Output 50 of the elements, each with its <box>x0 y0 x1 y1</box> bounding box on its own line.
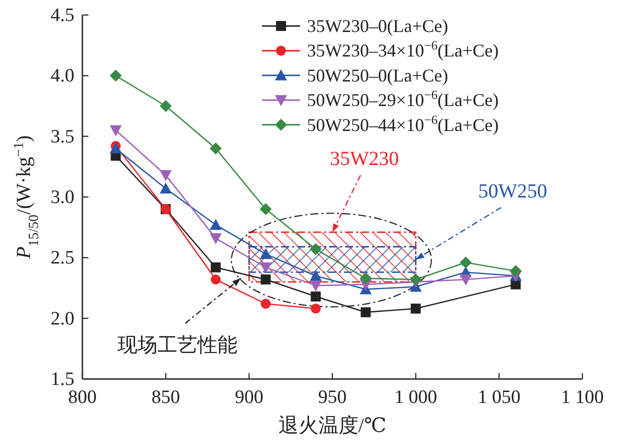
point <box>360 307 371 318</box>
x-tick-label: 1 000 <box>394 387 438 408</box>
point <box>460 256 472 269</box>
point <box>310 270 322 281</box>
y-tick-label: 4.0 <box>50 66 74 87</box>
x-tick-label: 900 <box>234 387 264 408</box>
point <box>210 218 222 230</box>
annotation: 现场工艺性能 <box>118 334 238 356</box>
point <box>510 265 522 278</box>
point <box>310 280 322 292</box>
point <box>160 170 172 182</box>
point <box>260 298 271 309</box>
point <box>210 233 222 244</box>
x-tick-label: 1 050 <box>478 387 520 408</box>
point <box>110 70 122 82</box>
point <box>310 243 322 256</box>
y-tick-label: 1.5 <box>50 369 74 390</box>
x-axis-title: 退火温度/℃ <box>278 415 386 437</box>
x-tick-label: 950 <box>318 387 347 408</box>
point <box>310 304 321 314</box>
y-tick-label: 2.5 <box>50 248 74 269</box>
legend-label: 50W250–29×10$^{−6}$(La+Ce) <box>307 88 499 110</box>
y-tick-label: 4.5 <box>50 5 74 26</box>
legend-label: 35W230–0(La+Ce) <box>307 16 448 36</box>
y-tick-label: 2.0 <box>50 308 74 330</box>
point <box>210 262 221 272</box>
x-tick-label: 850 <box>151 387 180 408</box>
point <box>460 274 472 286</box>
y-tick-label: 3.5 <box>50 126 74 148</box>
point <box>410 304 421 314</box>
y-tick-label: 3.0 <box>50 187 74 208</box>
point <box>260 248 272 260</box>
x-tick-label: 1 100 <box>561 387 604 408</box>
point <box>260 203 272 216</box>
point <box>260 262 272 274</box>
point <box>160 182 172 194</box>
point <box>110 125 122 136</box>
band-label: 35W230 <box>330 148 399 170</box>
legend-label: 35W230–34×10$^{−6}$(La+Ce) <box>307 38 499 61</box>
legend-label: 50W250–0(La+Ce) <box>307 65 448 86</box>
x-tick-label: 800 <box>68 387 97 408</box>
point <box>410 274 422 286</box>
point <box>360 272 372 284</box>
point <box>210 142 222 154</box>
point <box>260 274 271 285</box>
band-label: 50W250 <box>478 180 548 202</box>
point <box>160 100 172 112</box>
point <box>310 291 321 302</box>
legend-label: 50W250–44×10$^{−6}$(La+Ce) <box>307 112 499 135</box>
point <box>210 274 221 285</box>
